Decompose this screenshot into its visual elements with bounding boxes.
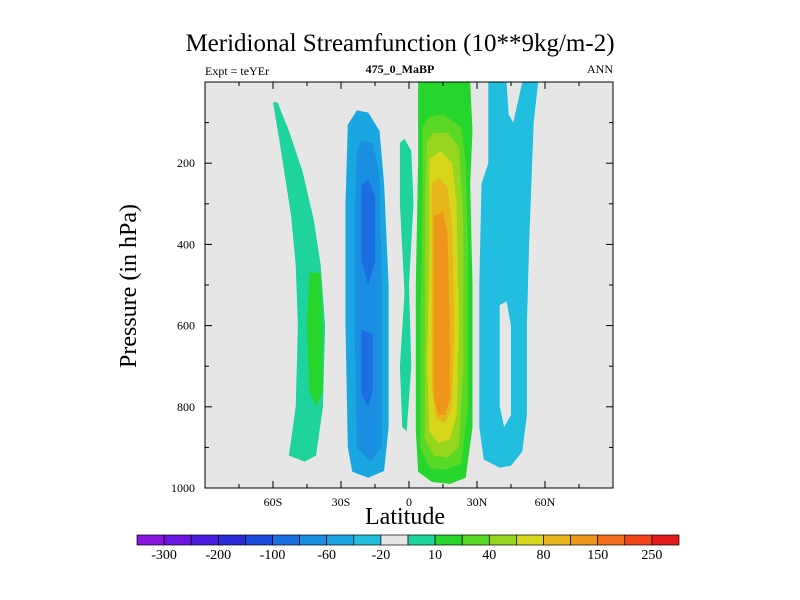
contour-northern-cell-10 [499, 301, 511, 428]
contour-equatorial-cell [399, 138, 414, 432]
colorbar-label: -300 [151, 548, 177, 563]
colorbar-swatch [461, 534, 490, 546]
colorbar-label: -60 [317, 548, 336, 563]
colorbar-label: 40 [482, 548, 496, 563]
colorbar-swatch [516, 534, 544, 546]
contour-southern-cell-40 [307, 272, 323, 407]
colorbar-swatch [272, 534, 300, 546]
colorbar-swatch [380, 534, 409, 546]
colorbar-swatch [217, 534, 246, 546]
colorbar-swatch [326, 534, 355, 546]
x-tick-label: 0 [406, 495, 412, 509]
colorbar-label: -200 [205, 548, 231, 563]
y-tick-label: 600 [177, 319, 195, 333]
colorbar-swatch [651, 534, 680, 546]
x-axis-label: Latitude [365, 504, 445, 530]
colorbar-label: -20 [372, 548, 391, 563]
contour-hadley-200 [433, 211, 450, 415]
colorbar-swatch [136, 534, 165, 546]
colorbar-swatch [163, 534, 192, 546]
contour-southern-inner-minus60-low [361, 329, 373, 407]
x-tick-label: 30N [467, 495, 488, 509]
colorbar-swatch [597, 534, 626, 546]
season-label: ANN [587, 62, 613, 76]
experiment-label: Expt = teYEr [205, 64, 270, 78]
x-tick-label: 60S [264, 495, 283, 509]
colorbar-label: 250 [641, 548, 662, 563]
y-tick-label: 200 [177, 156, 195, 170]
contour-northern-cell-minus20 [479, 82, 539, 468]
x-tick-label: 30S [332, 495, 351, 509]
colorbar-label: -100 [260, 548, 286, 563]
colorbar-label: 150 [587, 548, 608, 563]
y-tick-label: 800 [177, 400, 195, 414]
colorbar-swatch [624, 534, 653, 546]
colorbar-swatch [353, 534, 382, 546]
colorbar-swatch [488, 534, 517, 546]
x-tick-label: 60N [535, 495, 556, 509]
chart-title: Meridional Streamfunction (10**9kg/m-2) [185, 30, 615, 57]
colorbar-swatch [407, 534, 436, 546]
colorbar-swatch [570, 534, 599, 546]
colorbar-swatch [434, 534, 463, 546]
y-tick-label: 400 [177, 237, 195, 251]
colorbar-swatch [245, 534, 273, 546]
colorbar-label: 80 [537, 548, 551, 563]
colorbar-swatch [190, 534, 219, 546]
period-label: 475_0_MaBP [365, 62, 435, 76]
colorbar-swatch [543, 534, 571, 546]
contour-southern-inner-minus60 [361, 179, 375, 285]
y-tick-label: 1000 [171, 481, 195, 495]
colorbar-label: 10 [428, 548, 442, 563]
colorbar-swatch [299, 534, 328, 546]
